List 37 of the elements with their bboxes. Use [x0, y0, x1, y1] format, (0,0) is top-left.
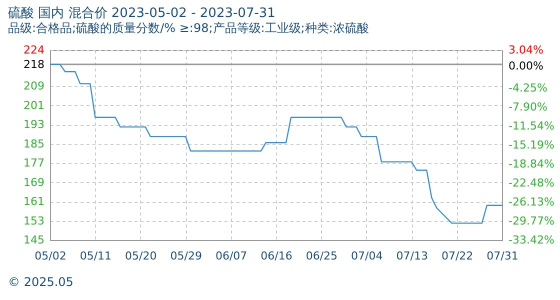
y-tick-label: 201 — [24, 98, 44, 112]
y2-tick-label: -33.42% — [508, 234, 554, 246]
y2-tick-label: 3.04% — [508, 44, 544, 56]
chart-title: 硫酸 国内 混合价 2023-05-02 - 2023-07-31 — [8, 6, 276, 21]
y-tick-label: 161 — [24, 195, 44, 208]
line-series — [49, 64, 503, 224]
x-tick-label: 06/25 — [306, 250, 338, 262]
y-tick-label: 177 — [24, 156, 44, 170]
y-tick-label: 145 — [24, 234, 44, 246]
x-tick-label: 07/13 — [396, 250, 428, 262]
y-tick-label: 218 — [24, 58, 44, 71]
y2-tick-label: -22.48% — [508, 176, 554, 190]
y-tick-label: 169 — [24, 176, 44, 189]
y-tick-label: 193 — [24, 118, 44, 132]
chart-subtitle: 品级:合格品;硫酸的质量分数/% ≥:98;产品等级:工业级;种类:浓硫酸 — [8, 21, 369, 35]
x-tick-label: 05/29 — [170, 250, 202, 262]
y2-tick-label: -4.25% — [508, 81, 548, 94]
y-tick-label: 224 — [24, 44, 44, 56]
x-tick-label: 05/02 — [34, 250, 66, 262]
x-tick-label: 07/31 — [486, 250, 518, 262]
y-tick-label: 153 — [24, 214, 44, 228]
y-tick-label: 209 — [24, 80, 44, 93]
y-tick-label: 185 — [24, 137, 44, 150]
text: © 2025.05 — [8, 275, 74, 289]
x-tick-label: 07/04 — [351, 250, 383, 262]
x-tick-label: 05/11 — [80, 250, 112, 262]
x-tick-label: 06/07 — [215, 250, 248, 262]
y2-tick-label: -29.77% — [508, 214, 554, 228]
y2-tick-label: -26.13% — [508, 196, 554, 209]
x-tick-label: 07/22 — [441, 250, 474, 262]
y2-tick-label: -7.90% — [508, 100, 548, 114]
y2-tick-label: -11.54% — [508, 119, 554, 132]
y2-tick-label: -15.19% — [508, 138, 554, 152]
y2-tick-label: -18.84% — [508, 158, 554, 171]
x-tick-label: 06/16 — [260, 250, 292, 262]
y2-tick-label: 0.00% — [508, 59, 544, 72]
x-tick-label: 05/20 — [125, 250, 157, 262]
